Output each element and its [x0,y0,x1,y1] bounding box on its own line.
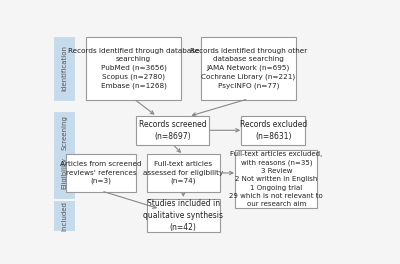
Text: Records identified through other
database searching
JAMA Network (n=695)
Cochran: Records identified through other databas… [190,48,307,88]
Text: Included: Included [61,201,67,230]
Text: Eligibility: Eligibility [61,157,67,189]
FancyBboxPatch shape [54,37,74,100]
FancyBboxPatch shape [136,116,209,145]
Text: Records identified through database
searching
PubMed (n=3656)
Scopus (n=2780)
Em: Records identified through database sear… [68,48,200,88]
Text: Full-text articles
assessed for eligibility
(n=74): Full-text articles assessed for eligibil… [143,162,224,185]
Text: Records excluded
(n=8631): Records excluded (n=8631) [240,120,307,141]
FancyBboxPatch shape [54,201,74,230]
Text: Screening: Screening [61,115,67,150]
FancyBboxPatch shape [147,154,220,192]
FancyBboxPatch shape [242,116,305,145]
FancyBboxPatch shape [201,37,296,100]
FancyBboxPatch shape [147,199,220,232]
Text: Records screened
(n=8697): Records screened (n=8697) [139,120,206,141]
FancyBboxPatch shape [54,148,74,198]
FancyBboxPatch shape [86,37,181,100]
Text: Identification: Identification [61,45,67,91]
Text: Articles from screened
reviews' references
(n=3): Articles from screened reviews' referenc… [60,162,142,185]
FancyBboxPatch shape [66,154,136,192]
Text: Studies included in
qualitative synthesis
(n=42): Studies included in qualitative synthesi… [143,199,223,232]
FancyBboxPatch shape [54,112,74,152]
FancyBboxPatch shape [235,150,317,208]
Text: Full-text articles excluded,
with reasons (n=35)
3 Review
2 Not written in Engli: Full-text articles excluded, with reason… [230,151,323,207]
